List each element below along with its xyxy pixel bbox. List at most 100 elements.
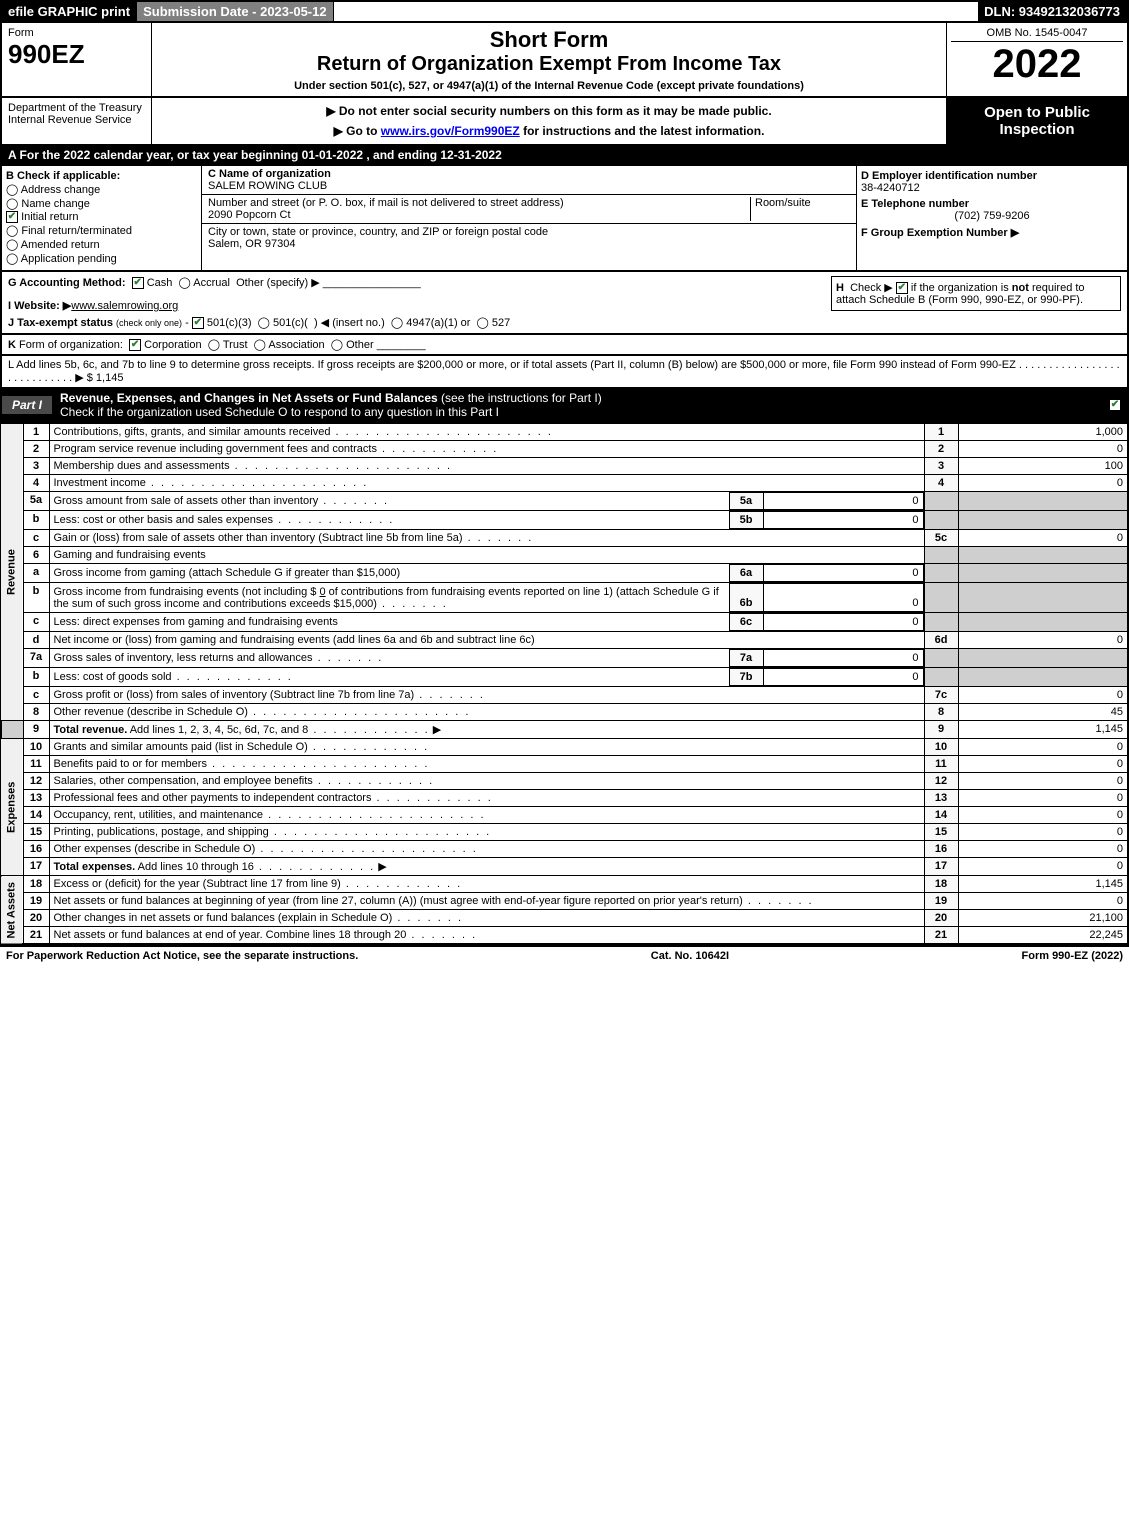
- line-6b-desc: Gross income from fundraising events (no…: [54, 586, 320, 598]
- street: 2090 Popcorn Ct: [208, 209, 291, 221]
- room-label: Room/suite: [755, 197, 811, 209]
- line-2-desc: Program service revenue including govern…: [54, 443, 377, 455]
- top-bar: efile GRAPHIC print Submission Date - 20…: [0, 0, 1129, 21]
- line-7c-val: 0: [958, 687, 1128, 704]
- line-14-desc: Occupancy, rent, utilities, and maintena…: [54, 809, 264, 821]
- checkbox-h[interactable]: [896, 282, 908, 294]
- line-6-desc: Gaming and fundraising events: [49, 547, 924, 564]
- g-cash: Cash: [147, 277, 173, 289]
- line-7c-desc: Gross profit or (loss) from sales of inv…: [54, 689, 415, 701]
- line-l: L Add lines 5b, 6c, and 7b to line 9 to …: [0, 356, 1129, 389]
- group-exemption-label: F Group Exemption Number ▶: [861, 227, 1019, 239]
- checkbox-501c3[interactable]: [192, 317, 204, 329]
- omb-number: OMB No. 1545-0047: [951, 27, 1123, 42]
- line-19-val: 0: [958, 893, 1128, 910]
- line-9-val: 1,145: [958, 721, 1128, 739]
- line-5b-desc: Less: cost or other basis and sales expe…: [54, 514, 274, 526]
- footer-left: For Paperwork Reduction Act Notice, see …: [6, 950, 358, 962]
- g-label: G Accounting Method:: [8, 277, 126, 289]
- line-6c-desc: Less: direct expenses from gaming and fu…: [54, 616, 338, 628]
- g-accrual[interactable]: Accrual: [193, 277, 230, 289]
- opt-final-return[interactable]: Final return/terminated: [21, 225, 132, 237]
- line-15-desc: Printing, publications, postage, and shi…: [54, 826, 269, 838]
- line-3-val: 100: [958, 458, 1128, 475]
- opt-initial-return: Initial return: [21, 211, 78, 223]
- c-name-label: C Name of organization: [208, 168, 331, 180]
- opt-app-pending[interactable]: Application pending: [21, 253, 117, 265]
- line-12-val: 0: [958, 773, 1128, 790]
- footer-mid: Cat. No. 10642I: [651, 950, 729, 962]
- line-10-val: 0: [958, 739, 1128, 756]
- line-19-desc: Net assets or fund balances at beginning…: [54, 895, 743, 907]
- section-bcd: B Check if applicable: ◯ Address change …: [0, 166, 1129, 272]
- dln: DLN: 93492132036773: [978, 2, 1127, 21]
- line-20-val: 21,100: [958, 910, 1128, 927]
- line-4-desc: Investment income: [54, 477, 146, 489]
- line-13-val: 0: [958, 790, 1128, 807]
- header-row2: Department of the Treasury Internal Reve…: [0, 98, 1129, 146]
- line-7b-desc: Less: cost of goods sold: [54, 671, 172, 683]
- expenses-side-label: Expenses: [1, 739, 23, 876]
- line-4-val: 0: [958, 475, 1128, 492]
- info-block: G Accounting Method: Cash ◯ Accrual Othe…: [0, 272, 1129, 335]
- line-5a-desc: Gross amount from sale of assets other t…: [54, 495, 319, 507]
- line-18-val: 1,145: [958, 876, 1128, 893]
- form-number: 990EZ: [8, 39, 145, 70]
- checkbox-initial-return[interactable]: [6, 211, 18, 223]
- line-11-desc: Benefits paid to or for members: [54, 758, 207, 770]
- line-1-desc: Contributions, gifts, grants, and simila…: [54, 426, 331, 438]
- line-5a-sub: 5a: [729, 493, 763, 510]
- line-6c-sub: 6c: [729, 614, 763, 631]
- header: Form 990EZ Short Form Return of Organiza…: [0, 21, 1129, 98]
- section-b: B Check if applicable: ◯ Address change …: [2, 166, 202, 270]
- line-17-val: 0: [958, 858, 1128, 876]
- irs-link[interactable]: www.irs.gov/Form990EZ: [381, 124, 520, 138]
- part1-header: Part I Revenue, Expenses, and Changes in…: [0, 389, 1129, 423]
- checkbox-schedule-o[interactable]: [1109, 399, 1121, 411]
- line-7a-desc: Gross sales of inventory, less returns a…: [54, 652, 313, 664]
- line-8-val: 45: [958, 704, 1128, 721]
- b-label: B Check if applicable:: [6, 170, 120, 182]
- line-16-val: 0: [958, 841, 1128, 858]
- section-d: D Employer identification number38-42407…: [857, 166, 1127, 270]
- footer-right: Form 990-EZ (2022): [1022, 950, 1124, 962]
- line-11-val: 0: [958, 756, 1128, 773]
- line-6b-sub: 6b: [729, 584, 763, 612]
- line-7b-sub: 7b: [729, 669, 763, 686]
- street-label: Number and street (or P. O. box, if mail…: [208, 197, 564, 209]
- revenue-side-label: Revenue: [1, 424, 23, 721]
- checkbox-cash[interactable]: [132, 277, 144, 289]
- website[interactable]: www.salemrowing.org: [71, 300, 178, 312]
- tax-year: 2022: [951, 42, 1123, 87]
- phone: (702) 759-9206: [861, 210, 1123, 222]
- open-to-public: Open to Public Inspection: [947, 98, 1127, 144]
- h-box: H Check ▶ if the organization is not req…: [831, 276, 1121, 311]
- note-ssn: ▶ Do not enter social security numbers o…: [326, 104, 771, 118]
- line-21-val: 22,245: [958, 927, 1128, 945]
- line-17-desc: Total expenses.: [54, 861, 136, 873]
- footer: For Paperwork Reduction Act Notice, see …: [0, 945, 1129, 965]
- line-12-desc: Salaries, other compensation, and employ…: [54, 775, 313, 787]
- opt-amended[interactable]: Amended return: [21, 239, 100, 251]
- line-3-desc: Membership dues and assessments: [54, 460, 230, 472]
- efile-label[interactable]: efile GRAPHIC print: [2, 2, 137, 21]
- g-other: Other (specify) ▶: [236, 277, 320, 289]
- line-21-desc: Net assets or fund balances at end of ye…: [54, 929, 407, 941]
- opt-name-change[interactable]: Name change: [21, 198, 90, 210]
- row-a: A For the 2022 calendar year, or tax yea…: [0, 146, 1129, 166]
- line-1-val: 1,000: [958, 424, 1128, 441]
- line-6a-desc: Gross income from gaming (attach Schedul…: [54, 567, 401, 579]
- line-6a-sub: 6a: [729, 565, 763, 582]
- part1-title: Revenue, Expenses, and Changes in Net As…: [60, 391, 438, 405]
- line-14-val: 0: [958, 807, 1128, 824]
- under-section: Under section 501(c), 527, or 4947(a)(1)…: [160, 80, 938, 92]
- line-7a-subval: 0: [763, 650, 923, 667]
- checkbox-corporation[interactable]: [129, 339, 141, 351]
- line-5a-subval: 0: [763, 493, 923, 510]
- city-label: City or town, state or province, country…: [208, 226, 548, 238]
- line-5b-subval: 0: [763, 512, 923, 529]
- opt-address-change[interactable]: Address change: [21, 184, 101, 196]
- line-5c-desc: Gain or (loss) from sale of assets other…: [54, 532, 463, 544]
- short-form-title: Short Form: [160, 27, 938, 53]
- dept-label: Department of the Treasury Internal Reve…: [2, 98, 152, 144]
